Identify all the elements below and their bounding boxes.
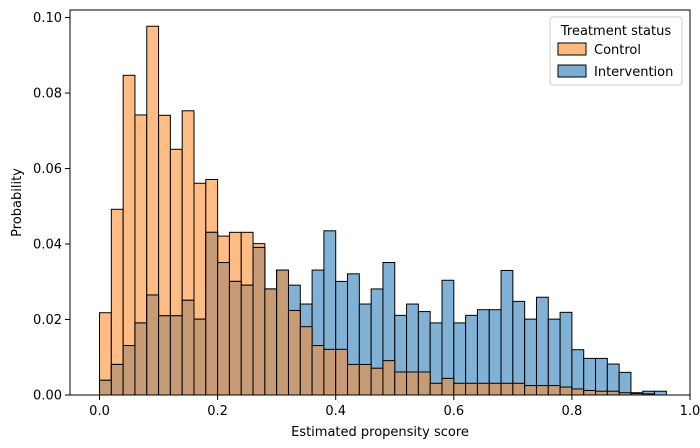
overlap-bar: [453, 382, 467, 396]
intervention-bar: [441, 279, 455, 396]
overlap-bar: [595, 390, 608, 396]
overlap-bar: [217, 262, 230, 396]
overlap-bar: [181, 299, 195, 396]
intervention-bar: [571, 349, 585, 396]
overlap-bar: [500, 382, 514, 396]
intervention-bar: [476, 309, 490, 396]
legend-label-intervention: Intervention: [594, 65, 673, 80]
overlap-bar: [299, 326, 313, 396]
plot-frame: [69, 9, 691, 396]
intervention-bar: [500, 269, 514, 396]
overlap-bar: [370, 367, 384, 396]
y-tick-label: 0.08: [33, 87, 62, 102]
x-tick-label: 0.4: [325, 404, 346, 419]
overlap-bar: [276, 269, 289, 396]
overlap-bar: [406, 371, 419, 396]
overlap-bar: [441, 377, 455, 396]
overlap-bar: [476, 382, 490, 396]
legend: Treatment status Control Intervention: [549, 16, 683, 86]
overlap-bar: [122, 345, 136, 396]
y-tick-label: 0.10: [33, 11, 62, 26]
overlap-bar: [347, 363, 360, 396]
legend-title: Treatment status: [560, 24, 671, 39]
intervention-bar: [512, 300, 526, 396]
overlap-bar: [311, 345, 325, 396]
overlap-bar: [99, 379, 112, 396]
overlap-bar: [535, 385, 549, 396]
overlap-bar: [205, 231, 219, 396]
y-tick-label: 0.04: [33, 238, 62, 253]
overlap-bar: [158, 315, 171, 396]
overlap-bar: [394, 371, 408, 396]
x-tick-label: 0.0: [89, 404, 110, 419]
y-axis-label: Probability: [10, 168, 25, 237]
x-tick-label: 0.2: [207, 404, 228, 419]
overlap-bar: [382, 360, 396, 396]
intervention-bar: [535, 296, 549, 396]
overlap-bar: [110, 363, 124, 396]
overlap-bar: [240, 284, 254, 396]
overlap-bar: [606, 390, 620, 396]
overlap-bar: [559, 386, 573, 396]
overlap-bar: [287, 309, 301, 396]
intervention-bar: [524, 318, 537, 396]
x-tick-label: 1.0: [680, 404, 700, 419]
overlap-bars: [99, 231, 656, 396]
x-tick-label: 0.8: [562, 404, 583, 419]
y-tick-label: 0.02: [33, 313, 62, 328]
legend-swatch-intervention: [557, 64, 587, 78]
intervention-bar: [583, 357, 597, 396]
intervention-bar: [559, 311, 573, 396]
overlap-bar: [547, 385, 561, 396]
overlap-bar: [524, 385, 537, 396]
overlap-bar: [323, 348, 337, 396]
overlap-bar: [583, 389, 597, 396]
intervention-bar: [488, 309, 502, 396]
x-axis: 0.0 0.2 0.4 0.6 0.8 1.0: [89, 395, 700, 419]
x-axis-label: Estimated propensity score: [291, 425, 469, 440]
y-tick-label: 0.00: [33, 389, 62, 404]
overlap-bar: [335, 348, 349, 396]
overlap-bar: [429, 382, 443, 396]
overlap-bar: [512, 382, 526, 396]
overlap-bar: [169, 315, 183, 396]
legend-label-control: Control: [594, 43, 641, 58]
overlap-bar: [252, 246, 266, 396]
overlap-bar: [465, 382, 478, 396]
y-tick-label: 0.06: [33, 162, 62, 177]
intervention-bar: [547, 318, 561, 396]
legend-swatch-control: [557, 42, 587, 56]
intervention-bar: [618, 371, 632, 396]
intervention-bar: [654, 390, 667, 396]
y-axis: 0.00 0.02 0.04 0.06 0.08 0.10: [33, 11, 70, 404]
overlap-bar: [571, 388, 585, 396]
x-tick-label: 0.6: [443, 404, 464, 419]
overlap-bar: [193, 318, 207, 396]
overlap-bar: [264, 288, 278, 396]
overlap-bar: [228, 280, 242, 396]
overlap-bar: [488, 382, 502, 396]
intervention-bar: [606, 363, 620, 396]
overlap-bar: [417, 371, 431, 396]
intervention-bar: [595, 357, 608, 396]
overlap-bar: [358, 363, 372, 396]
overlap-bar: [146, 294, 160, 396]
overlap-bar: [134, 322, 148, 396]
